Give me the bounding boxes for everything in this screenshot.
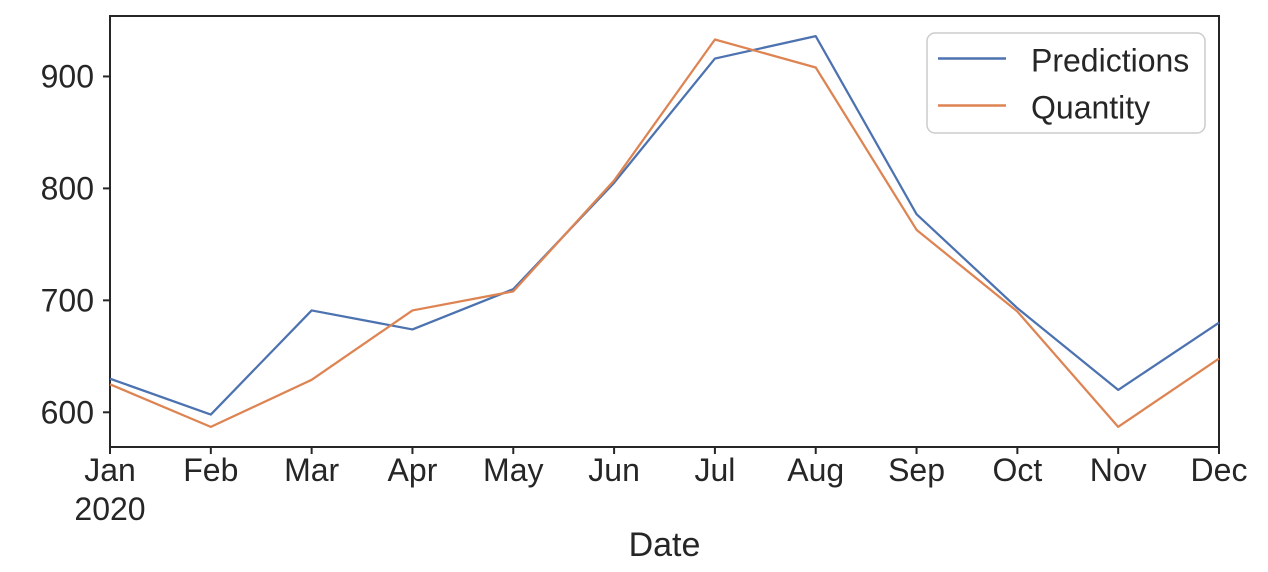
x-tick-label: Dec	[1191, 452, 1248, 488]
x-tick-label: Oct	[992, 452, 1042, 488]
legend: Predictions Quantity	[926, 32, 1206, 134]
quantity-line	[109, 38, 1220, 428]
legend-label-quantity: Quantity	[1031, 90, 1150, 126]
legend-label-predictions: Predictions	[1031, 43, 1189, 79]
y-axis-ticks	[103, 75, 110, 414]
x-tick-label: May	[483, 452, 543, 488]
x-tick-label: Sep	[888, 452, 945, 488]
predictions-line	[109, 35, 1220, 416]
y-tick-label: 800	[41, 170, 94, 206]
y-axis-tick-labels: 600 700 800 900	[41, 58, 94, 430]
x-tick-label: Jun	[588, 452, 640, 488]
data-lines	[109, 35, 1220, 428]
x-tick-label: Feb	[183, 452, 238, 488]
x-tick-label: Apr	[388, 452, 438, 488]
y-tick-label: 600	[41, 394, 94, 430]
y-tick-label: 900	[41, 58, 94, 94]
plot-area-border	[109, 15, 1220, 448]
x-tick-label: Mar	[284, 452, 339, 488]
x-tick-label: Aug	[787, 452, 844, 488]
y-tick-label: 700	[41, 282, 94, 318]
x-tick-label: Nov	[1090, 452, 1147, 488]
x-tick-year-label: 2020	[74, 491, 145, 527]
x-axis-title: Date	[629, 526, 701, 564]
x-axis-ticks	[109, 447, 1220, 454]
x-tick-label: Jul	[694, 452, 735, 488]
x-tick-label: Jan	[84, 452, 136, 488]
